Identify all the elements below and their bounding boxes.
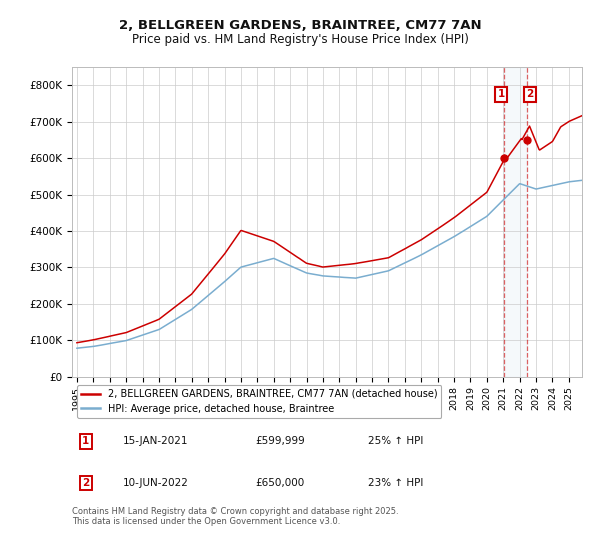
Legend: 2, BELLGREEN GARDENS, BRAINTREE, CM77 7AN (detached house), HPI: Average price, : 2, BELLGREEN GARDENS, BRAINTREE, CM77 7A… — [77, 385, 442, 418]
Text: £599,999: £599,999 — [256, 436, 305, 446]
Text: 1: 1 — [82, 436, 89, 446]
Text: 2: 2 — [526, 90, 533, 100]
Text: Price paid vs. HM Land Registry's House Price Index (HPI): Price paid vs. HM Land Registry's House … — [131, 32, 469, 46]
Text: Contains HM Land Registry data © Crown copyright and database right 2025.
This d: Contains HM Land Registry data © Crown c… — [72, 507, 398, 526]
Text: 1: 1 — [497, 90, 505, 100]
Text: 25% ↑ HPI: 25% ↑ HPI — [368, 436, 423, 446]
Bar — [504, 67, 527, 376]
Text: £650,000: £650,000 — [256, 478, 305, 488]
Text: 10-JUN-2022: 10-JUN-2022 — [123, 478, 189, 488]
Text: 2: 2 — [82, 478, 89, 488]
Text: 2, BELLGREEN GARDENS, BRAINTREE, CM77 7AN: 2, BELLGREEN GARDENS, BRAINTREE, CM77 7A… — [119, 18, 481, 32]
Text: 23% ↑ HPI: 23% ↑ HPI — [368, 478, 423, 488]
Text: 15-JAN-2021: 15-JAN-2021 — [123, 436, 188, 446]
